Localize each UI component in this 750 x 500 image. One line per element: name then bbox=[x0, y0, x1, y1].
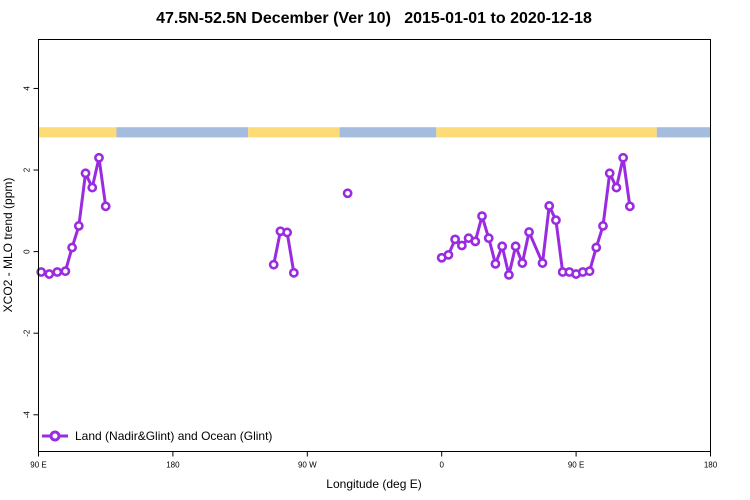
data-point bbox=[87, 182, 98, 193]
x-tick-label: 90 E bbox=[568, 461, 584, 470]
data-point bbox=[517, 258, 528, 268]
band-land bbox=[38, 127, 117, 138]
x-axis-label: Longitude (deg E) bbox=[326, 477, 421, 491]
x-tick-label: 180 bbox=[166, 461, 180, 470]
data-point bbox=[483, 233, 494, 244]
data-point bbox=[604, 168, 615, 179]
band-ocean bbox=[339, 127, 437, 138]
data-point bbox=[80, 168, 91, 179]
x-tick-label: 90 E bbox=[30, 461, 46, 470]
data-point bbox=[591, 242, 602, 253]
y-axis: -4 -2 0 2 4 bbox=[23, 86, 39, 419]
data-series bbox=[36, 152, 635, 280]
series-line bbox=[441, 156, 632, 277]
y-tick-label: -4 bbox=[23, 411, 32, 419]
data-point bbox=[551, 215, 561, 226]
data-point bbox=[510, 241, 521, 252]
data-point bbox=[524, 227, 534, 237]
band-ocean bbox=[116, 127, 249, 138]
surface-band bbox=[38, 127, 711, 138]
data-point bbox=[100, 201, 111, 212]
data-point bbox=[503, 269, 514, 280]
data-point bbox=[67, 242, 77, 253]
data-point bbox=[44, 269, 55, 279]
data-point bbox=[537, 258, 548, 268]
data-point bbox=[36, 267, 47, 277]
data-point bbox=[584, 266, 595, 277]
legend: Land (Nadir&Glint) and Ocean (Glint) bbox=[42, 429, 272, 443]
data-point bbox=[490, 258, 501, 269]
series-line bbox=[40, 156, 108, 276]
chart-title: 47.5N-52.5N December (Ver 10) 2015-01-01… bbox=[156, 10, 592, 27]
data-point bbox=[94, 152, 104, 163]
data-point bbox=[544, 201, 555, 211]
plot-frame bbox=[38, 39, 711, 452]
band-land bbox=[248, 127, 340, 138]
data-point bbox=[624, 201, 635, 212]
legend-marker-swatch bbox=[49, 430, 61, 442]
data-point bbox=[456, 240, 467, 251]
data-point bbox=[611, 182, 622, 193]
y-axis-label: XCO2 - MLO trend (ppm) bbox=[1, 178, 15, 313]
x-tick-label: 180 bbox=[704, 461, 718, 470]
data-point bbox=[470, 236, 481, 247]
y-tick-label: 4 bbox=[23, 86, 32, 91]
data-point bbox=[443, 249, 454, 260]
data-point bbox=[282, 227, 293, 238]
data-point bbox=[60, 266, 71, 277]
legend-label: Land (Nadir&Glint) and Ocean (Glint) bbox=[75, 429, 272, 443]
data-point bbox=[52, 267, 63, 277]
data-point bbox=[342, 188, 353, 199]
x-axis: 90 E 180 90 W 0 90 E 180 bbox=[30, 451, 718, 470]
data-point bbox=[450, 234, 461, 245]
y-tick-label: -2 bbox=[23, 329, 32, 337]
data-point bbox=[268, 259, 279, 270]
x-tick-label: 90 W bbox=[298, 461, 317, 470]
data-point bbox=[598, 221, 608, 231]
data-point bbox=[497, 241, 508, 252]
data-point bbox=[618, 152, 629, 163]
data-point bbox=[477, 211, 487, 222]
x-tick-label: 0 bbox=[439, 461, 444, 470]
band-land bbox=[436, 127, 657, 138]
band-ocean bbox=[656, 127, 711, 138]
y-tick-label: 2 bbox=[23, 167, 32, 172]
y-tick-label: 0 bbox=[23, 249, 32, 254]
data-point bbox=[73, 221, 84, 231]
data-point bbox=[288, 267, 299, 278]
